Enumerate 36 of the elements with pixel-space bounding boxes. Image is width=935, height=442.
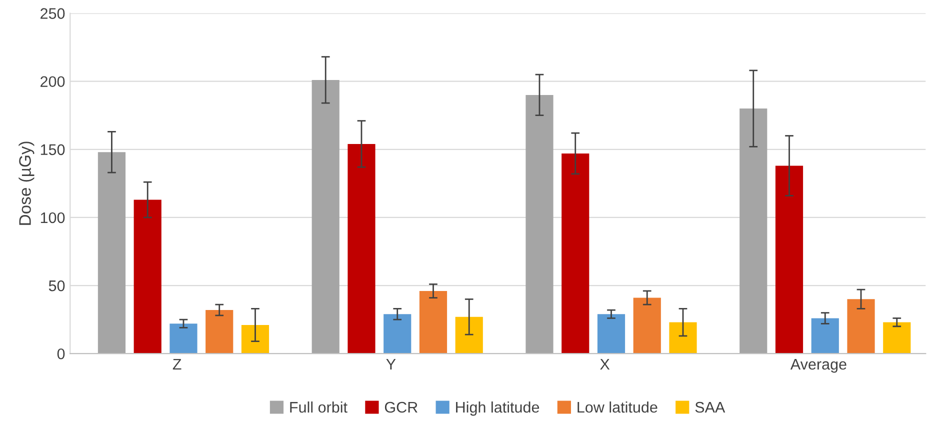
bar [811,318,839,354]
bar [241,325,270,354]
bar [669,322,697,354]
bar [348,144,376,354]
x-tick-label: X [600,359,610,370]
y-tick-label: 200 [40,76,65,88]
y-tick-label: 250 [40,8,65,19]
bar [633,298,661,354]
bar [597,314,626,354]
y-tick-label: 100 [40,212,65,224]
legend-label: High latitude [456,401,540,416]
legend-label: GCR [384,402,418,413]
x-tick-label: Average [790,359,846,373]
legend-label: Low latitude [578,401,658,413]
y-tick-label: 0 [57,348,65,360]
bar [740,108,768,354]
bar [98,152,126,354]
bar [312,80,340,354]
bar [455,316,483,354]
bar [170,324,198,354]
bar [206,310,234,354]
y-tick-label: 150 [40,144,65,156]
x-tick-label: Y [386,359,396,370]
bar [562,153,590,354]
bar [134,200,162,354]
bar [526,94,554,354]
bar [883,322,911,354]
legend-label: SAA [695,402,726,413]
bar [419,290,448,354]
bar [384,314,412,354]
y-axis-title: Dose (µGy) [18,142,34,225]
y-tick-label: 50 [48,280,65,292]
x-tick-label: Z [172,359,182,370]
bar [775,166,804,354]
legend-label: Full orbit [290,401,348,413]
bar [847,299,875,354]
